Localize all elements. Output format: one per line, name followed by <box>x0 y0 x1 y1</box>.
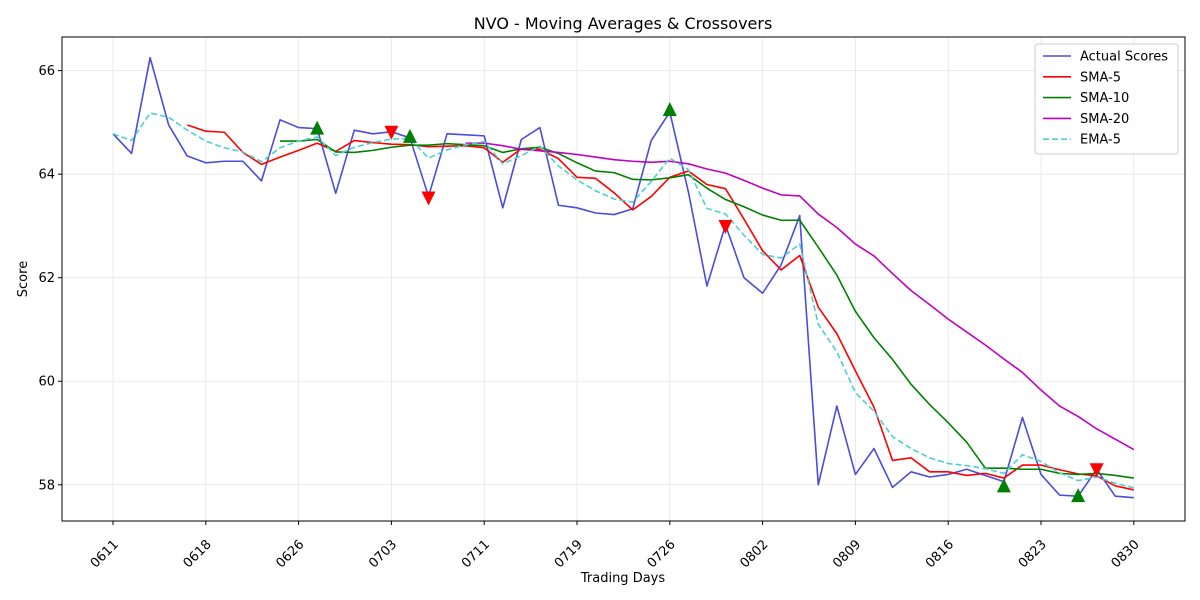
y-tick-label: 60 <box>38 375 55 390</box>
series-line-ema-5 <box>112 112 1134 489</box>
bullish-crossover-marker <box>310 120 325 135</box>
y-tick-label: 62 <box>38 271 55 286</box>
y-tick-label: 58 <box>38 478 55 493</box>
chart-title: NVO - Moving Averages & Crossovers <box>474 14 773 33</box>
series-group <box>112 56 1135 499</box>
series-line-actual-scores <box>112 56 1134 499</box>
series-line-sma-10 <box>280 138 1134 479</box>
bullish-crossover-marker <box>1071 488 1086 503</box>
bullish-crossover-marker <box>402 128 417 143</box>
legend-label: SMA-5 <box>1080 70 1121 85</box>
y-tick-label: 66 <box>38 64 55 79</box>
bearish-crossover-marker <box>421 191 436 206</box>
grid <box>62 37 1185 521</box>
bullish-crossover-marker <box>662 101 677 116</box>
y-axis: 58 60 62 64 66 <box>38 64 62 493</box>
series-line-sma-5 <box>186 124 1134 491</box>
legend-label: SMA-20 <box>1080 112 1129 127</box>
legend-label: EMA-5 <box>1080 133 1121 148</box>
series-line-sma-20 <box>465 142 1135 451</box>
bearish-crossover-marker <box>1089 463 1104 478</box>
legend-label: Actual Scores <box>1080 50 1168 65</box>
bullish-crossover-marker <box>996 478 1011 493</box>
legend: Actual Scores SMA-5 SMA-10 SMA-20 EMA-5 <box>1034 43 1179 155</box>
y-tick-label: 64 <box>38 168 55 183</box>
y-axis-label: Score <box>16 261 31 297</box>
bearish-crossover-marker <box>384 125 399 140</box>
x-axis-label: Trading Days <box>580 571 665 586</box>
legend-label: SMA-10 <box>1080 91 1129 106</box>
crossover-markers <box>310 101 1104 503</box>
legend-box <box>1034 43 1179 155</box>
bearish-crossover-marker <box>718 219 733 234</box>
plot-area <box>61 36 1186 522</box>
